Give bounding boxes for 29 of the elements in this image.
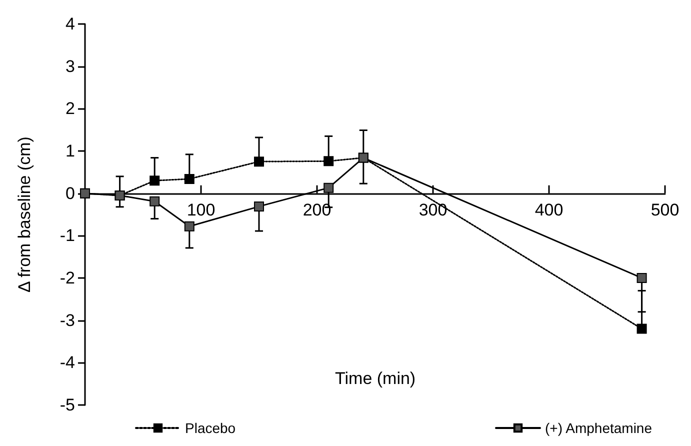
y-tick-label: 3	[66, 56, 75, 76]
point	[150, 196, 160, 206]
y-tick-label: -1	[60, 226, 75, 246]
point	[254, 201, 264, 212]
annotation: Time (min)	[335, 369, 416, 388]
y-tick-label: -5	[60, 396, 75, 414]
point	[254, 156, 264, 167]
point	[184, 174, 194, 184]
y-tick-label: -2	[60, 268, 75, 288]
point	[636, 273, 647, 283]
x-tick-label: 400	[534, 200, 564, 220]
point	[636, 324, 647, 334]
y-tick-label: -3	[60, 310, 75, 330]
x-tick-label: 200	[302, 200, 332, 220]
point	[324, 156, 334, 166]
y-tick-label: 0	[66, 184, 75, 203]
legend-label: (+) Amphetamine	[545, 420, 652, 436]
y-tick-label: 4	[66, 14, 75, 34]
point	[150, 176, 160, 186]
point	[184, 221, 194, 232]
legend-label: Placebo	[185, 420, 236, 436]
x-tick-label: 500	[650, 200, 680, 220]
y-tick-label: -4	[60, 353, 75, 372]
point	[324, 182, 334, 193]
y-tick-label: 1	[66, 142, 75, 160]
x-tick-label: 300	[418, 200, 448, 220]
y-axis-title: Δ from baseline (cm)	[15, 136, 34, 292]
y-tick-label: 2	[66, 99, 75, 118]
x-tick-label: 100	[186, 200, 216, 220]
